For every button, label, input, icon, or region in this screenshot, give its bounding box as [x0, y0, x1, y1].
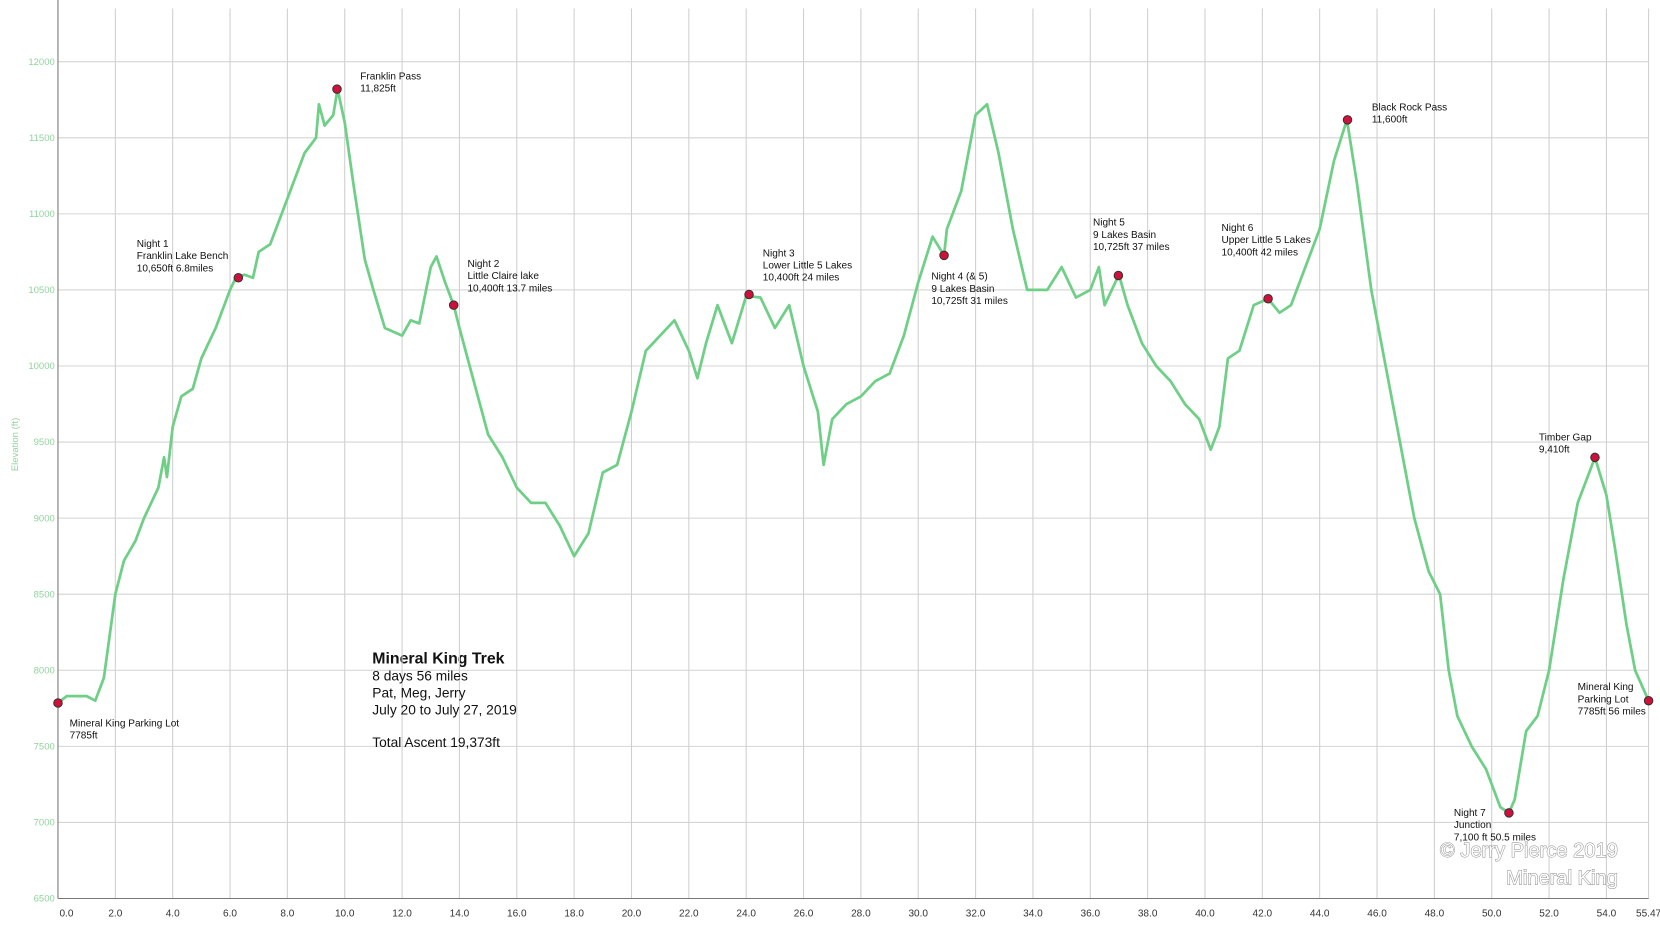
waypoint-marker: [448, 300, 459, 310]
annotation-text: Night 1: [137, 239, 169, 250]
annotation-text: 10,725ft 31 miles: [931, 296, 1008, 307]
x-tick-label: 50.0: [1482, 908, 1502, 919]
annotation-text: Night 6: [1222, 223, 1254, 234]
x-tick-label: 46.0: [1367, 908, 1387, 919]
y-tick-label: 8500: [34, 589, 55, 600]
waypoint-marker: [1113, 270, 1124, 281]
x-tick-label: 0.0: [59, 908, 73, 919]
annotation-text: 9,410ft: [1539, 445, 1570, 456]
x-tick-label: 10.0: [335, 908, 355, 919]
waypoint-marker: [939, 250, 949, 261]
x-tick-label: 44.0: [1310, 908, 1330, 919]
waypoint-marker: [744, 289, 754, 300]
annotation-text: Franklin Pass: [360, 72, 421, 83]
x-tick-label: 8.0: [280, 908, 294, 919]
x-tick-label: 12.0: [392, 908, 412, 919]
y-tick-label: 10500: [28, 285, 54, 296]
annotation-text: Timber Gap: [1539, 432, 1592, 443]
annotation-text: 10,725ft 37 miles: [1093, 242, 1170, 253]
x-tick-label: 54.0: [1597, 908, 1617, 919]
x-tick-label: 20.0: [622, 908, 642, 919]
elevation-line: [57, 87, 1650, 815]
x-tick-label: 4.0: [166, 908, 180, 919]
x-tick-label: 30.0: [908, 908, 928, 919]
x-tick-label: 32.0: [966, 908, 986, 919]
annotation-text: Upper Little 5 Lakes: [1222, 235, 1311, 246]
waypoint-marker: [1590, 452, 1600, 463]
y-tick-label: 10000: [28, 361, 54, 372]
annotation-text: 11,600ft: [1372, 114, 1408, 125]
annotation-text: Night 2: [467, 259, 499, 270]
info-line: Total Ascent 19,373ft: [372, 735, 500, 750]
waypoint-marker: [1263, 293, 1273, 304]
x-tick-label: 2.0: [108, 908, 122, 919]
annotation-text: Mineral King: [1578, 682, 1634, 693]
credit: © Jerry Pierce 2019: [1440, 840, 1618, 862]
waypoint-marker: [332, 84, 342, 94]
annotation-text: 7785ft 56 miles: [1578, 706, 1646, 717]
x-tick-label: 16.0: [507, 908, 527, 919]
annotation-text: 7785ft: [70, 730, 98, 741]
y-tick-label: 12000: [28, 57, 54, 68]
annotation-text: Junction: [1454, 820, 1491, 831]
waypoint-marker: [1643, 695, 1654, 706]
y-tick-label: 11000: [29, 209, 55, 220]
x-tick-label: 38.0: [1138, 908, 1158, 919]
annotation-text: Night 5: [1093, 218, 1125, 229]
x-tick-label: 42.0: [1253, 908, 1273, 919]
annotation-text: 11,825ft: [360, 84, 396, 95]
annotation-text: Night 7: [1454, 808, 1486, 819]
info-line: July 20 to July 27, 2019: [372, 702, 516, 717]
y-tick-label: 7500: [34, 742, 55, 753]
annotation-text: 9 Lakes Basin: [1093, 230, 1156, 241]
x-tick-label: 14.0: [450, 908, 470, 919]
x-tick-label: 40.0: [1195, 908, 1215, 919]
x-tick-label: 18.0: [564, 908, 584, 919]
annotation-text: Mineral King Parking Lot: [70, 718, 180, 729]
annotation-text: Night 3: [763, 248, 795, 259]
annotation-text: Night 4 (& 5): [931, 272, 987, 283]
annotation-text: Franklin Lake Bench: [137, 251, 229, 262]
waypoint-marker: [1342, 115, 1353, 125]
annotation-text: Black Rock Pass: [1372, 102, 1447, 113]
x-tick-label: 26.0: [794, 908, 814, 919]
waypoint-marker: [53, 698, 63, 708]
x-tick-label: 55.47: [1636, 908, 1660, 919]
annotation-text: 10,400ft 42 miles: [1222, 247, 1299, 258]
y-tick-label: 7000: [34, 818, 55, 829]
x-tick-label: 52.0: [1539, 908, 1559, 919]
y-tick-label: 6500: [34, 894, 55, 905]
annotation-text: Parking Lot: [1578, 694, 1629, 705]
x-tick-label: 6.0: [223, 908, 237, 919]
x-tick-label: 34.0: [1023, 908, 1043, 919]
annotation-text: Little Claire lake: [467, 271, 539, 282]
waypoint-marker: [1504, 808, 1514, 818]
annotation-text: Lower Little 5 Lakes: [763, 261, 852, 272]
y-tick-label: 9000: [34, 513, 55, 524]
y-axis-label: Elevation (ft): [10, 418, 21, 471]
x-tick-label: 36.0: [1081, 908, 1101, 919]
credit: Mineral King: [1506, 868, 1618, 890]
annotation-text: 10,400ft 24 miles: [763, 273, 840, 284]
info-title: Mineral King Trek: [372, 651, 504, 668]
info-line: Pat, Meg, Jerry: [372, 685, 465, 700]
info-line: 8 days 56 miles: [372, 668, 468, 683]
y-tick-label: 8000: [34, 665, 55, 676]
annotation-text: 10,650ft 6.8miles: [137, 263, 214, 274]
x-tick-label: 24.0: [736, 908, 756, 919]
x-tick-label: 22.0: [679, 908, 699, 919]
y-tick-label: 9500: [34, 437, 55, 448]
annotation-text: 7,100 ft 50.5 miles: [1454, 832, 1536, 843]
x-tick-label: 28.0: [851, 908, 871, 919]
x-tick-label: 48.0: [1425, 908, 1445, 919]
y-tick-label: 11500: [29, 133, 55, 144]
annotation-text: 10,400ft 13.7 miles: [467, 283, 552, 294]
waypoint-marker: [233, 272, 244, 283]
annotation-text: 9 Lakes Basin: [931, 284, 994, 295]
